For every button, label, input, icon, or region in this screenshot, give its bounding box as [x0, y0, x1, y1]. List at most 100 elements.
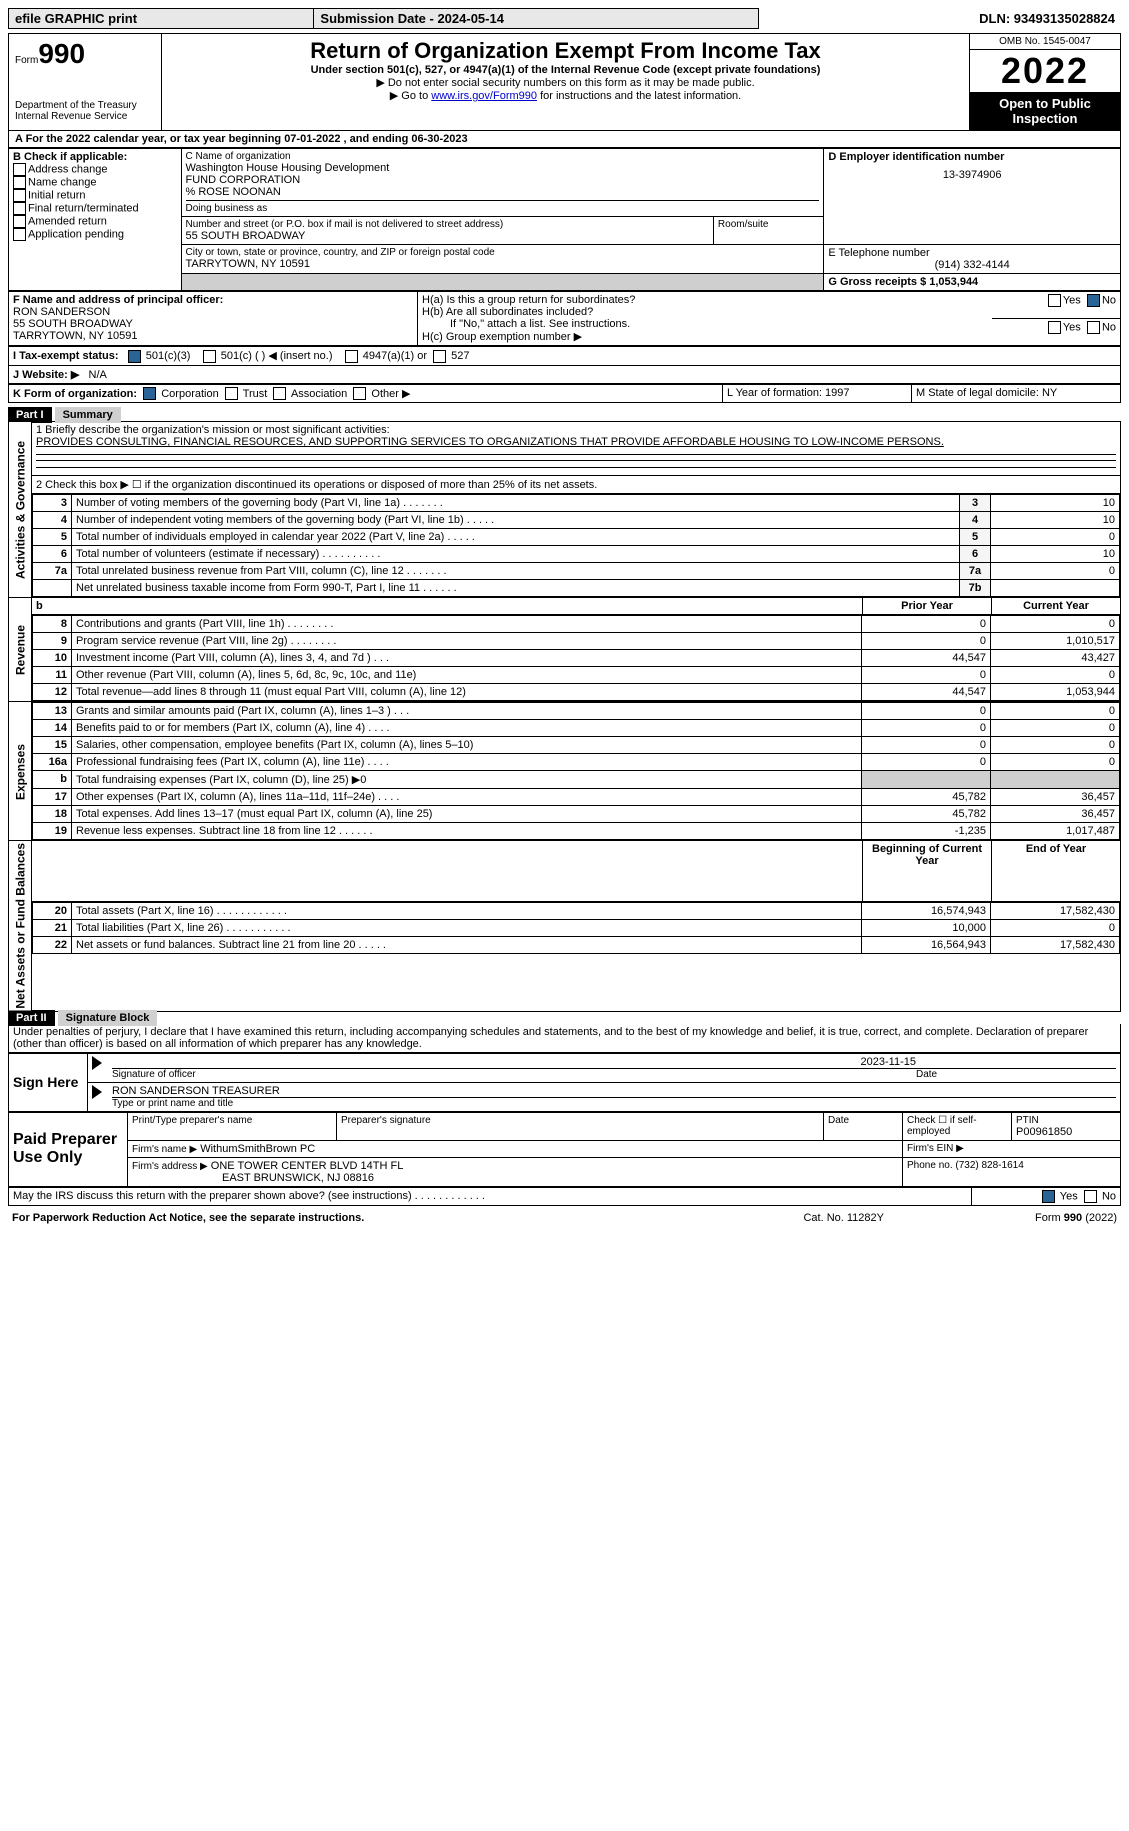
- discuss-row: May the IRS discuss this return with the…: [8, 1187, 1121, 1206]
- prep-sig-label: Preparer's signature: [337, 1112, 824, 1140]
- section-g-gross-receipts: G Gross receipts $ 1,053,944: [828, 276, 978, 288]
- ssn-warning: ▶ Do not enter social security numbers o…: [168, 76, 963, 89]
- discuss-yes-checkbox[interactable]: [1042, 1190, 1055, 1203]
- part1-header: Part I: [8, 407, 52, 423]
- hb-no-checkbox[interactable]: [1087, 321, 1100, 334]
- discuss-no-checkbox[interactable]: [1084, 1190, 1097, 1203]
- website-value: N/A: [89, 369, 107, 381]
- tax-year: 2022: [970, 50, 1120, 92]
- table-row: 12 Total revenue—add lines 8 through 11 …: [33, 684, 1120, 701]
- section-a-tax-year: A For the 2022 calendar year, or tax yea…: [8, 131, 1121, 148]
- footer-mid: Cat. No. 11282Y: [752, 1210, 935, 1226]
- q2-text: 2 Check this box ▶ ☐ if the organization…: [32, 476, 1121, 494]
- ag-rows: 3 Number of voting members of the govern…: [32, 494, 1120, 597]
- section-k-label: K Form of organization:: [13, 388, 137, 400]
- prep-date-label: Date: [824, 1112, 903, 1140]
- firm-addr-label: Firm's address ▶: [132, 1161, 208, 1172]
- name-change-checkbox[interactable]: [13, 176, 26, 189]
- org-name-1: Washington House Housing Development: [186, 162, 820, 174]
- trust-checkbox[interactable]: [225, 387, 238, 400]
- org-name-2: FUND CORPORATION: [186, 174, 820, 186]
- irs-link[interactable]: www.irs.gov/Form990: [431, 90, 537, 102]
- firm-name-label: Firm's name ▶: [132, 1144, 197, 1155]
- net-rows: 20 Total assets (Part X, line 16) . . . …: [32, 902, 1120, 954]
- part2-header-row: Part II Signature Block: [8, 1012, 1121, 1024]
- hb-note: If "No," attach a list. See instructions…: [450, 318, 988, 330]
- sig-arrow-icon: [92, 1056, 102, 1070]
- 501c-checkbox[interactable]: [203, 350, 216, 363]
- section-e-label: E Telephone number: [828, 247, 1116, 259]
- ptin-label: PTIN: [1016, 1115, 1116, 1126]
- section-m-state: M State of legal domicile: NY: [912, 384, 1121, 403]
- table-row: 21 Total liabilities (Part X, line 26) .…: [33, 919, 1120, 936]
- table-row: 7a Total unrelated business revenue from…: [33, 563, 1120, 580]
- table-row: Net unrelated business taxable income fr…: [33, 580, 1120, 597]
- vl-netassets: Net Assets or Fund Balances: [9, 841, 32, 1012]
- ha-no-checkbox[interactable]: [1087, 294, 1100, 307]
- ha-yes-checkbox[interactable]: [1048, 294, 1061, 307]
- expense-rows: 13 Grants and similar amounts paid (Part…: [32, 702, 1120, 840]
- table-row: 16a Professional fundraising fees (Part …: [33, 754, 1120, 771]
- table-row: 19 Revenue less expenses. Subtract line …: [33, 823, 1120, 840]
- footer-right: Form 990 (2022): [935, 1210, 1121, 1226]
- officer-name-title: RON SANDERSON TREASURER: [112, 1085, 1116, 1097]
- section-f-label: F Name and address of principal officer:: [13, 294, 413, 306]
- street-label: Number and street (or P.O. box if mail i…: [186, 219, 709, 230]
- sign-here-label: Sign Here: [9, 1053, 88, 1111]
- table-row: 11 Other revenue (Part VIII, column (A),…: [33, 667, 1120, 684]
- street-value: 55 SOUTH BROADWAY: [186, 230, 709, 242]
- sig-arrow-icon-2: [92, 1085, 102, 1099]
- table-row: b Total fundraising expenses (Part IX, c…: [33, 771, 1120, 789]
- firm-addr1: ONE TOWER CENTER BLVD 14TH FL: [211, 1160, 404, 1172]
- part1-summary: Activities & Governance 1 Briefly descri…: [8, 421, 1121, 1012]
- table-row: 4 Number of independent voting members o…: [33, 512, 1120, 529]
- part2-title: Signature Block: [58, 1010, 158, 1026]
- org-name-3: % ROSE NOONAN: [186, 186, 820, 198]
- section-d-label: D Employer identification number: [828, 151, 1116, 163]
- q1-text: PROVIDES CONSULTING, FINANCIAL RESOURCES…: [36, 436, 1116, 448]
- section-c-name-label: C Name of organization: [186, 151, 820, 162]
- 501c3-checkbox[interactable]: [128, 350, 141, 363]
- 4947-checkbox[interactable]: [345, 350, 358, 363]
- form-subtitle: Under section 501(c), 527, or 4947(a)(1)…: [168, 64, 963, 76]
- amended-return-checkbox[interactable]: [13, 215, 26, 228]
- city-label: City or town, state or province, country…: [186, 247, 820, 258]
- table-row: 5 Total number of individuals employed i…: [33, 529, 1120, 546]
- corp-checkbox[interactable]: [143, 387, 156, 400]
- goto-instructions: ▶ Go to www.irs.gov/Form990 for instruct…: [168, 89, 963, 102]
- dba-label: Doing business as: [186, 200, 820, 214]
- officer-group-block: F Name and address of principal officer:…: [8, 291, 1121, 346]
- section-ha: H(a) Is this a group return for subordin…: [422, 294, 988, 306]
- 527-checkbox[interactable]: [433, 350, 446, 363]
- col-prior: Prior Year: [863, 598, 992, 615]
- final-return-checkbox[interactable]: [13, 202, 26, 215]
- table-row: 20 Total assets (Part X, line 16) . . . …: [33, 902, 1120, 919]
- footer-left: For Paperwork Reduction Act Notice, see …: [8, 1210, 752, 1226]
- ein-value: 13-3974906: [828, 169, 1116, 181]
- irs-label: Internal Revenue Service: [15, 111, 155, 122]
- firm-phone: Phone no. (732) 828-1614: [903, 1157, 1121, 1186]
- other-checkbox[interactable]: [353, 387, 366, 400]
- discuss-question: May the IRS discuss this return with the…: [9, 1187, 972, 1205]
- section-i-label: I Tax-exempt status:: [13, 350, 119, 362]
- officer-street: 55 SOUTH BROADWAY: [13, 318, 413, 330]
- signature-block: Sign Here 2023-11-15 Signature of office…: [8, 1053, 1121, 1112]
- ptin-value: P00961850: [1016, 1126, 1116, 1138]
- revenue-rows: 8 Contributions and grants (Part VIII, l…: [32, 615, 1120, 701]
- initial-return-checkbox[interactable]: [13, 189, 26, 202]
- col-current: Current Year: [992, 598, 1121, 615]
- hb-yes-checkbox[interactable]: [1048, 321, 1061, 334]
- table-row: 10 Investment income (Part VIII, column …: [33, 650, 1120, 667]
- self-employed-check: Check ☐ if self-employed: [903, 1112, 1012, 1140]
- address-change-checkbox[interactable]: [13, 163, 26, 176]
- print-name-label: Print/Type preparer's name: [128, 1112, 337, 1140]
- telephone-value: (914) 332-4144: [828, 259, 1116, 271]
- table-row: 8 Contributions and grants (Part VIII, l…: [33, 616, 1120, 633]
- form-title: Return of Organization Exempt From Incom…: [168, 38, 963, 64]
- section-hb: H(b) Are all subordinates included?: [422, 306, 988, 318]
- assoc-checkbox[interactable]: [273, 387, 286, 400]
- date-label: Date: [916, 1069, 1116, 1080]
- application-pending-checkbox[interactable]: [13, 228, 26, 241]
- vl-revenue: Revenue: [9, 598, 32, 702]
- efile-print-button[interactable]: efile GRAPHIC print: [9, 9, 314, 29]
